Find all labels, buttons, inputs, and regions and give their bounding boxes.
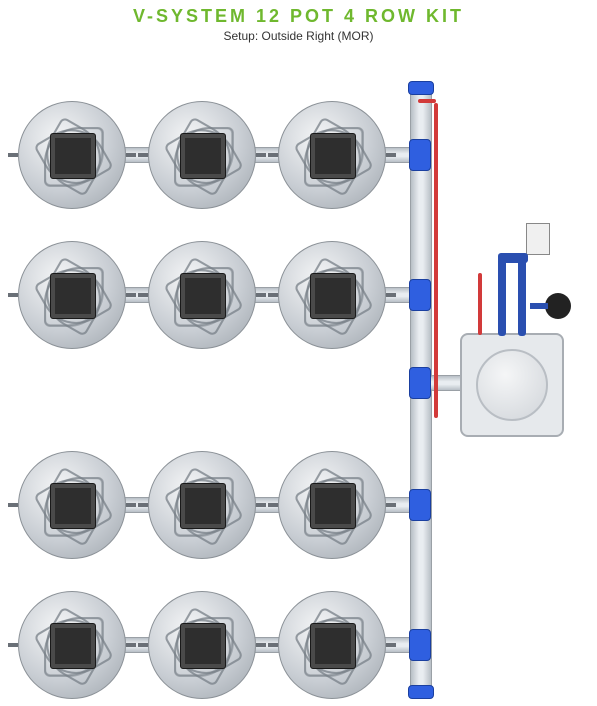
diagram-canvas bbox=[0, 43, 597, 703]
pot-r2c2 bbox=[148, 241, 256, 349]
manifold-bottom-cap bbox=[408, 685, 434, 699]
pot-r4c2 bbox=[148, 591, 256, 699]
setup-subtitle: Setup: Outside Right (MOR) bbox=[0, 29, 597, 43]
pot-r1c2 bbox=[148, 101, 256, 209]
pot-r4c3 bbox=[278, 591, 386, 699]
pot-r2c3 bbox=[278, 241, 386, 349]
manifold-top-cap bbox=[408, 81, 434, 95]
pump-riser-2 bbox=[518, 258, 526, 336]
controller-box bbox=[526, 223, 550, 255]
manifold-joint-row2 bbox=[409, 279, 431, 311]
manifold-joint-pump bbox=[409, 367, 431, 399]
manifold-joint-row3 bbox=[409, 489, 431, 521]
pot-r1c3 bbox=[278, 101, 386, 209]
pot-r3c2 bbox=[148, 451, 256, 559]
manifold-joint-row1 bbox=[409, 139, 431, 171]
product-title: V-SYSTEM 12 POT 4 ROW KIT bbox=[0, 6, 597, 27]
filter-connector bbox=[530, 303, 548, 309]
feed-line bbox=[434, 103, 438, 418]
manifold-joint-row4 bbox=[409, 629, 431, 661]
pot-r3c1 bbox=[18, 451, 126, 559]
pump-red-line bbox=[478, 273, 482, 335]
pump-unit bbox=[460, 333, 564, 437]
pump-riser-1 bbox=[498, 258, 506, 336]
feed-jumper-top bbox=[418, 99, 436, 103]
pot-r2c1 bbox=[18, 241, 126, 349]
pot-r4c1 bbox=[18, 591, 126, 699]
pot-r1c1 bbox=[18, 101, 126, 209]
pot-r3c3 bbox=[278, 451, 386, 559]
pump-elbow bbox=[498, 253, 528, 263]
filter-disc bbox=[545, 293, 571, 319]
